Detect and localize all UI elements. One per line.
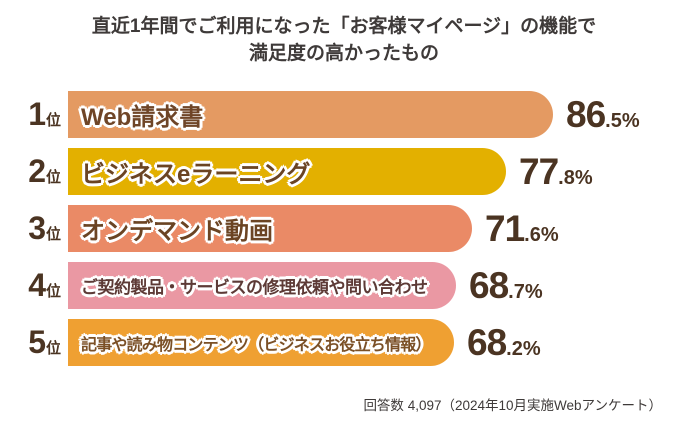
bar-label: 記事や読み物コンテンツ（ビジネスお役立ち情報） bbox=[81, 336, 431, 354]
chart-row: 3 位オンデマンド動画 71.6% bbox=[12, 205, 640, 252]
value-label: 68.7% bbox=[469, 265, 543, 307]
rank-number: 1 bbox=[28, 96, 46, 132]
value-integer: 86 bbox=[566, 93, 606, 135]
chart-row: 2 位ビジネスeラーニング 77.8% bbox=[12, 148, 640, 195]
bar-label: ご契約製品・サービスの修理依頼や問い合わせ bbox=[81, 278, 428, 297]
rank-number: 5 bbox=[28, 324, 46, 360]
value-integer: 68 bbox=[469, 264, 509, 306]
value-integer: 77 bbox=[519, 150, 559, 192]
value-label: 68.2% bbox=[467, 322, 541, 364]
chart-row: 5 位 記事や読み物コンテンツ（ビジネスお役立ち情報） 68.2% bbox=[12, 319, 640, 366]
value-fraction: .5% bbox=[605, 109, 640, 132]
rank-suffix: 位 bbox=[45, 226, 61, 243]
bar: オンデマンド動画 bbox=[68, 205, 472, 252]
chart-row: 4 位 ご契約製品・サービスの修理依頼や問い合わせ 68.7% bbox=[12, 262, 640, 309]
bar-label: Web請求書 bbox=[81, 104, 204, 131]
bar: Web請求書 bbox=[68, 91, 553, 138]
chart-row: 1 位 Web請求書 86.5% bbox=[12, 91, 640, 138]
bar: 記事や読み物コンテンツ（ビジネスお役立ち情報） bbox=[68, 319, 454, 366]
value-fraction: .6% bbox=[524, 223, 559, 246]
value-label: 71.6% bbox=[485, 208, 559, 250]
rank-number: 4 bbox=[28, 267, 46, 303]
chart-title-line1: 直近1年間でご利用になった「お客様マイページ」の機能で bbox=[91, 16, 597, 37]
rank-number: 2 bbox=[28, 153, 46, 189]
bar-label: ビジネスeラーニング bbox=[81, 161, 311, 188]
rank-number: 3 bbox=[28, 210, 46, 246]
rank-suffix: 位 bbox=[45, 340, 61, 357]
value-integer: 68 bbox=[467, 321, 507, 363]
chart-title-line2: 満足度の高かったもの bbox=[248, 42, 439, 64]
bar: ご契約製品・サービスの修理依頼や問い合わせ bbox=[68, 262, 456, 309]
rank-suffix: 位 bbox=[45, 283, 61, 300]
bar-label: オンデマンド動画 bbox=[81, 218, 273, 245]
rank-suffix: 位 bbox=[45, 112, 61, 129]
value-label: 86.5% bbox=[566, 94, 640, 136]
value-integer: 71 bbox=[485, 207, 525, 249]
source-note: 回答数 4,097（2024年10月実施Webアンケート） bbox=[363, 398, 662, 413]
value-label: 77.8% bbox=[519, 151, 593, 193]
bar-rows: 1 位 Web請求書 86.5% 2 位ビジネスeラーニング 77.8% 3 位オンデマンド動画… bbox=[12, 91, 640, 376]
rank-suffix: 位 bbox=[45, 169, 61, 186]
value-fraction: .2% bbox=[506, 337, 541, 360]
bar: ビジネスeラーニング bbox=[68, 148, 506, 195]
value-fraction: .8% bbox=[558, 166, 593, 189]
value-fraction: .7% bbox=[508, 280, 543, 303]
chart-title: 直近1年間でご利用になった「お客様マイページ」の機能で 満足度の高かったもの bbox=[0, 0, 688, 67]
